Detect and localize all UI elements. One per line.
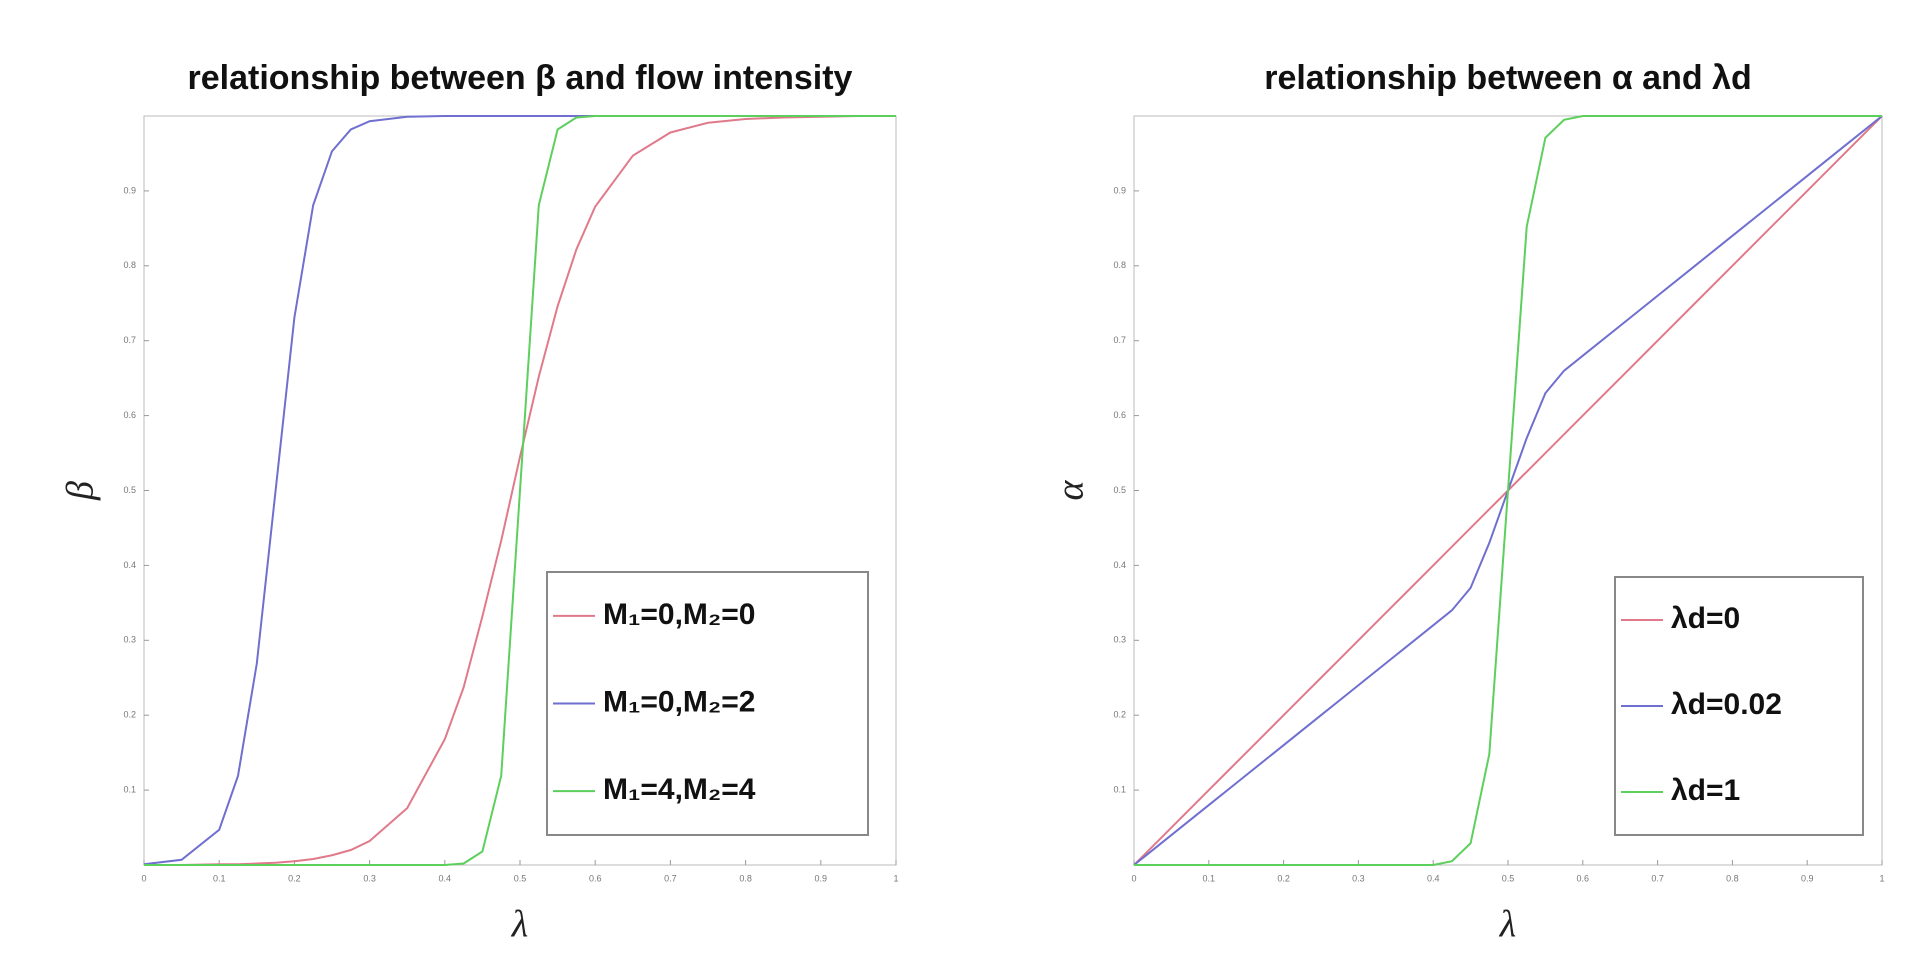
legend-label: M₁=0,M₂=2 <box>603 685 755 718</box>
x-axis-label: λ <box>511 904 528 946</box>
line-series <box>144 115 896 866</box>
chart-title: relationship between α and λd <box>1264 59 1752 97</box>
legend-box <box>546 571 869 836</box>
legend-label: M₁=4,M₂=4 <box>603 773 756 806</box>
x-tick-label: 0.3 <box>363 873 376 883</box>
x-tick-label: 0.3 <box>1352 873 1365 883</box>
line-series <box>144 115 896 866</box>
x-axis-label: λ <box>1499 904 1516 946</box>
legend-label: M₁=0,M₂=0 <box>603 598 755 631</box>
y-tick-label: 0.9 <box>1113 185 1126 195</box>
line-series <box>1133 115 1883 866</box>
x-tick-label: 0.5 <box>514 873 527 883</box>
x-tick-label: 1 <box>1879 873 1884 883</box>
x-tick-label: 0.2 <box>1277 873 1290 883</box>
x-tick-label: 0.4 <box>1427 873 1440 883</box>
y-tick-label: 0.6 <box>123 410 136 420</box>
line-series <box>1134 115 1882 866</box>
y-axis-label: α <box>1050 479 1092 500</box>
x-tick-label: 0.8 <box>1726 873 1739 883</box>
x-tick-label: 0.6 <box>589 873 602 883</box>
line-series <box>1133 115 1883 866</box>
x-tick-label: 0.5 <box>1502 873 1515 883</box>
y-tick-label: 0.2 <box>123 710 136 720</box>
y-tick-label: 0.2 <box>1113 710 1126 720</box>
y-tick-label: 0.6 <box>1113 410 1126 420</box>
x-tick-label: 0.7 <box>664 873 677 883</box>
x-tick-label: 0.2 <box>288 873 301 883</box>
y-tick-label: 0.5 <box>123 485 136 495</box>
y-tick-label: 0.5 <box>1113 485 1126 495</box>
y-tick-label: 0.7 <box>1113 335 1126 345</box>
legend-label: λd=1 <box>1671 774 1740 807</box>
chart-title: relationship between β and flow intensit… <box>188 59 853 97</box>
y-tick-label: 0.7 <box>123 335 136 345</box>
x-tick-label: 0 <box>141 873 146 883</box>
y-tick-label: 0.4 <box>1113 560 1126 570</box>
x-tick-label: 0.1 <box>1203 873 1216 883</box>
y-tick-label: 0.9 <box>123 185 136 195</box>
legend-label: λd=0.02 <box>1671 688 1782 721</box>
x-tick-label: 0 <box>1131 873 1136 883</box>
x-tick-label: 0.1 <box>213 873 226 883</box>
x-tick-label: 0.9 <box>1801 873 1814 883</box>
y-tick-label: 0.8 <box>123 260 136 270</box>
y-tick-label: 0.8 <box>1113 260 1126 270</box>
y-tick-label: 0.1 <box>1113 784 1126 794</box>
legend-label: λd=0 <box>1671 602 1740 635</box>
x-tick-label: 0.6 <box>1577 873 1590 883</box>
x-tick-label: 0.8 <box>739 873 752 883</box>
x-tick-label: 0.4 <box>439 873 452 883</box>
y-tick-label: 0.3 <box>123 635 136 645</box>
x-tick-label: 1 <box>893 873 898 883</box>
y-tick-label: 0.3 <box>1113 635 1126 645</box>
y-axis-label: β <box>60 481 102 501</box>
y-tick-label: 0.1 <box>123 784 136 794</box>
x-tick-label: 0.9 <box>815 873 828 883</box>
y-tick-label: 0.4 <box>123 560 136 570</box>
x-tick-label: 0.7 <box>1651 873 1664 883</box>
